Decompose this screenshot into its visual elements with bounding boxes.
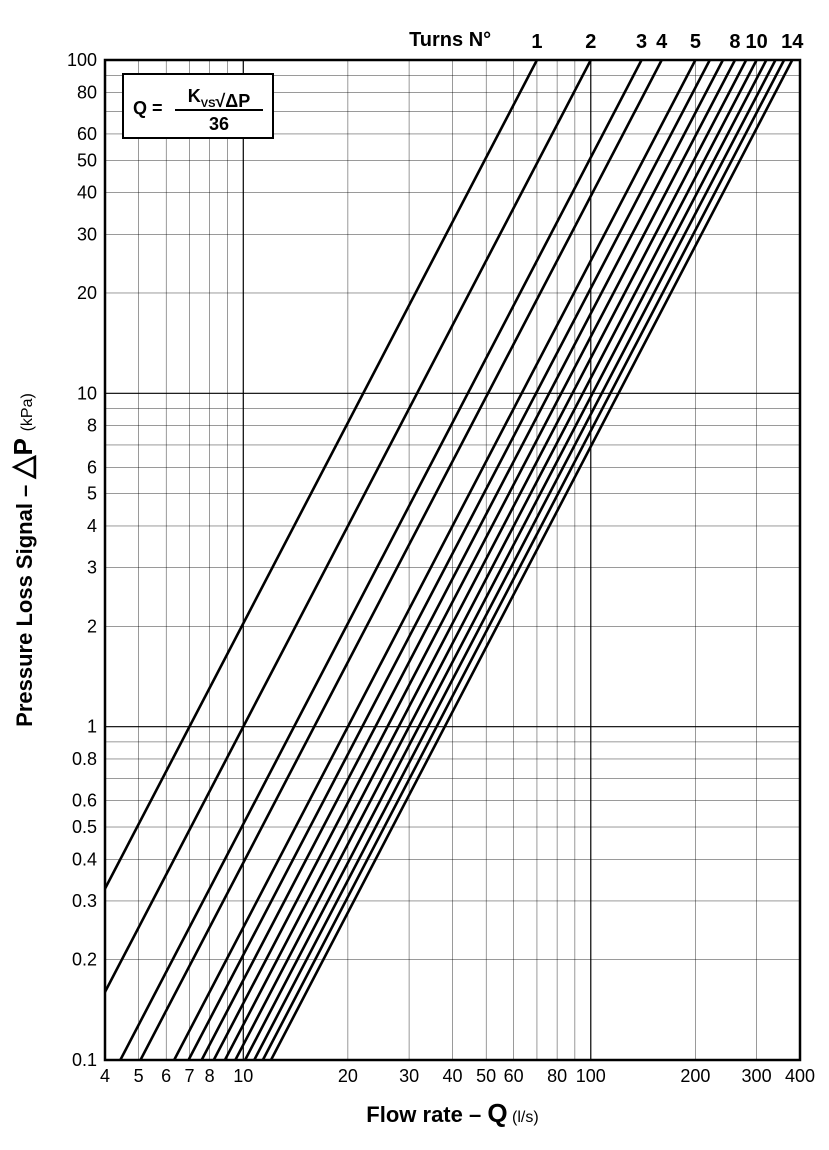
turn-label: 1 [531,31,542,53]
x-tick-label: 7 [184,1066,194,1086]
x-tick-label: 40 [442,1066,462,1086]
formula-lhs: Q = [133,98,163,118]
y-tick-label: 50 [77,150,97,170]
x-tick-label: 100 [576,1066,606,1086]
x-tick-label: 50 [476,1066,496,1086]
x-tick-label: 4 [100,1066,110,1086]
chart-svg: 45678102030405060801002003004000.10.20.3… [0,0,829,1150]
turn-label: 5 [690,31,701,53]
y-tick-label: 100 [67,50,97,70]
y-tick-label: 6 [87,457,97,477]
x-tick-label: 6 [161,1066,171,1086]
y-tick-label: 80 [77,82,97,102]
x-tick-label: 30 [399,1066,419,1086]
turns-header: Turns N° [409,29,491,51]
y-tick-label: 20 [77,283,97,303]
y-tick-label: 1 [87,717,97,737]
x-tick-label: 200 [680,1066,710,1086]
turn-label: 2 [585,31,596,53]
x-tick-label: 5 [134,1066,144,1086]
turn-label: 8 [729,31,740,53]
pressure-loss-chart: 45678102030405060801002003004000.10.20.3… [0,0,829,1150]
turn-label: 4 [656,31,668,53]
y-tick-label: 2 [87,616,97,636]
turn-label: 3 [636,31,647,53]
y-tick-label: 40 [77,183,97,203]
formula-denominator: 36 [209,114,229,134]
x-tick-label: 80 [547,1066,567,1086]
y-tick-label: 4 [87,516,97,536]
y-tick-label: 0.2 [72,950,97,970]
y-tick-label: 0.6 [72,791,97,811]
y-tick-label: 5 [87,484,97,504]
y-tick-label: 3 [87,558,97,578]
x-tick-label: 60 [504,1066,524,1086]
y-tick-label: 60 [77,124,97,144]
turn-label: 14 [781,31,804,53]
x-tick-label: 400 [785,1066,815,1086]
y-tick-label: 0.4 [72,849,97,869]
y-tick-label: 0.8 [72,749,97,769]
x-tick-label: 8 [205,1066,215,1086]
y-tick-label: 8 [87,416,97,436]
x-tick-label: 20 [338,1066,358,1086]
y-tick-label: 0.5 [72,817,97,837]
x-tick-label: 10 [233,1066,253,1086]
y-tick-label: 30 [77,224,97,244]
x-tick-label: 300 [742,1066,772,1086]
y-tick-label: 10 [77,383,97,403]
turn-label: 10 [745,31,767,53]
y-tick-label: 0.1 [72,1050,97,1070]
y-tick-label: 0.3 [72,891,97,911]
